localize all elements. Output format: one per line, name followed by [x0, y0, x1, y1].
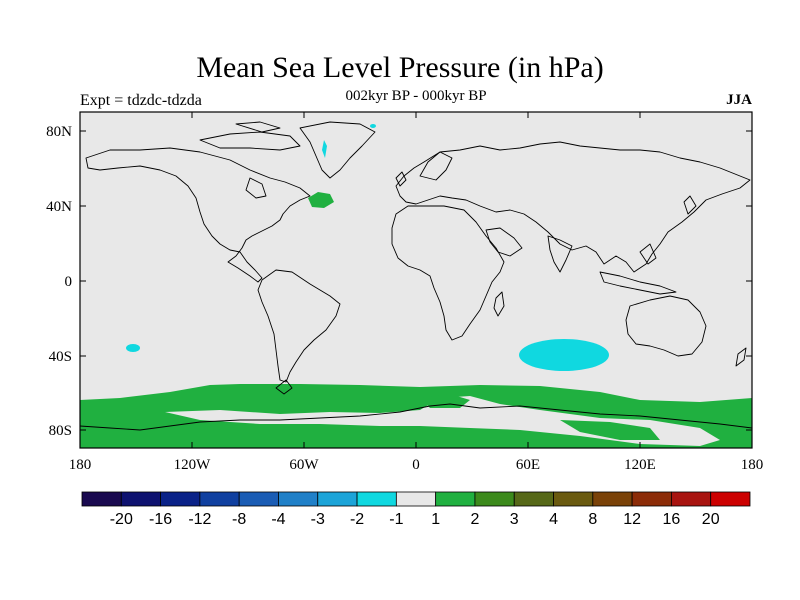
colorbar-label: 4 — [549, 511, 558, 528]
coast-australia — [625, 295, 707, 357]
coast-arctic-islands — [199, 131, 301, 151]
colorbar-swatch — [317, 491, 358, 507]
experiment-label: Expt = tdzdc-tdzda — [80, 92, 202, 109]
lon-tick-label: 60W — [289, 457, 319, 473]
coast-madagascar — [493, 291, 505, 317]
arctic-anomaly-dot — [370, 124, 376, 128]
colorbar-swatch — [671, 491, 712, 507]
coast-eurasia — [395, 141, 751, 273]
coastlines — [79, 121, 753, 431]
indian-ocean-anomaly — [519, 339, 609, 371]
coast-british-isles — [395, 171, 407, 187]
period-label: 002kyr BP - 000kyr BP — [345, 88, 487, 104]
colorbar: -20 -16 -12 -8 -4 -3 -2 -1 1 2 3 4 8 12 16 20 — [81, 491, 751, 528]
lat-tick-label: 40N — [46, 199, 72, 215]
colorbar-label: 3 — [510, 511, 519, 528]
coast-antarctica — [79, 403, 753, 431]
season-label: JJA — [726, 92, 752, 108]
lon-tick-label: 180 — [69, 457, 92, 473]
map-title: Mean Sea Level Pressure (in hPa) — [196, 51, 604, 84]
lon-tick-label: 120E — [624, 457, 656, 473]
colorbar-label: 1 — [431, 511, 440, 528]
colorbar-label: -2 — [350, 511, 364, 528]
colorbar-swatch — [120, 491, 161, 507]
colorbar-swatch — [199, 491, 240, 507]
colorbar-swatch — [395, 491, 437, 507]
lon-tick-label: 0 — [412, 457, 420, 473]
colorbar-swatch — [160, 491, 201, 507]
colorbar-label: 2 — [470, 511, 479, 528]
coast-africa — [391, 205, 505, 341]
lon-tick-label: 180 — [741, 457, 764, 473]
colorbar-swatch — [710, 491, 751, 507]
colorbar-swatch — [513, 491, 554, 507]
coast-south-america — [257, 269, 341, 383]
lat-tick-label: 0 — [65, 274, 73, 290]
colorbar-label: -4 — [271, 511, 285, 528]
coast-arabia — [485, 227, 523, 257]
colorbar-swatch — [631, 491, 672, 507]
colorbar-swatch — [356, 491, 397, 507]
colorbar-label: -1 — [389, 511, 403, 528]
lat-tick-label: 80S — [49, 423, 72, 439]
antarctic-green-lobe — [560, 420, 660, 440]
lat-tick-label: 80N — [46, 124, 72, 140]
antarctic-neutral-region — [165, 396, 720, 446]
axis-ticks — [80, 112, 752, 448]
colorbar-label: 16 — [663, 511, 681, 528]
lon-tick-label: 60E — [516, 457, 540, 473]
colorbar-swatch — [238, 491, 279, 507]
lat-tick-label: 40S — [49, 349, 72, 365]
ross-green-lobe — [80, 424, 160, 446]
colorbar-swatch — [278, 491, 319, 507]
coast-north-america — [85, 147, 311, 283]
south-pacific-anomaly — [126, 344, 140, 352]
colorbar-label: 8 — [588, 511, 597, 528]
colorbar-label: 20 — [702, 511, 720, 528]
colorbar-swatch — [435, 491, 476, 507]
colorbar-label: 12 — [623, 511, 641, 528]
colorbar-swatch — [592, 491, 633, 507]
colorbar-label: -3 — [311, 511, 325, 528]
greenland-anomaly — [322, 140, 327, 158]
colorbar-label: -8 — [232, 511, 246, 528]
colorbar-swatch — [474, 491, 515, 507]
colorbar-label: -12 — [188, 511, 211, 528]
lon-tick-label: 120W — [174, 457, 212, 473]
coast-scandinavia — [419, 151, 453, 181]
coast-india — [547, 235, 573, 273]
coast-greenland — [299, 121, 376, 179]
coast-japan — [683, 195, 697, 215]
colorbar-label: -16 — [149, 511, 172, 528]
north-atlantic-anomaly — [308, 192, 334, 208]
coast-hudson-bay — [245, 177, 267, 199]
colorbar-swatch — [81, 491, 122, 507]
colorbar-label: -20 — [110, 511, 133, 528]
coast-indonesia — [599, 271, 677, 295]
colorbar-swatch — [553, 491, 594, 507]
coast-new-zealand — [735, 347, 747, 367]
weddell-green-lobe — [420, 394, 470, 408]
